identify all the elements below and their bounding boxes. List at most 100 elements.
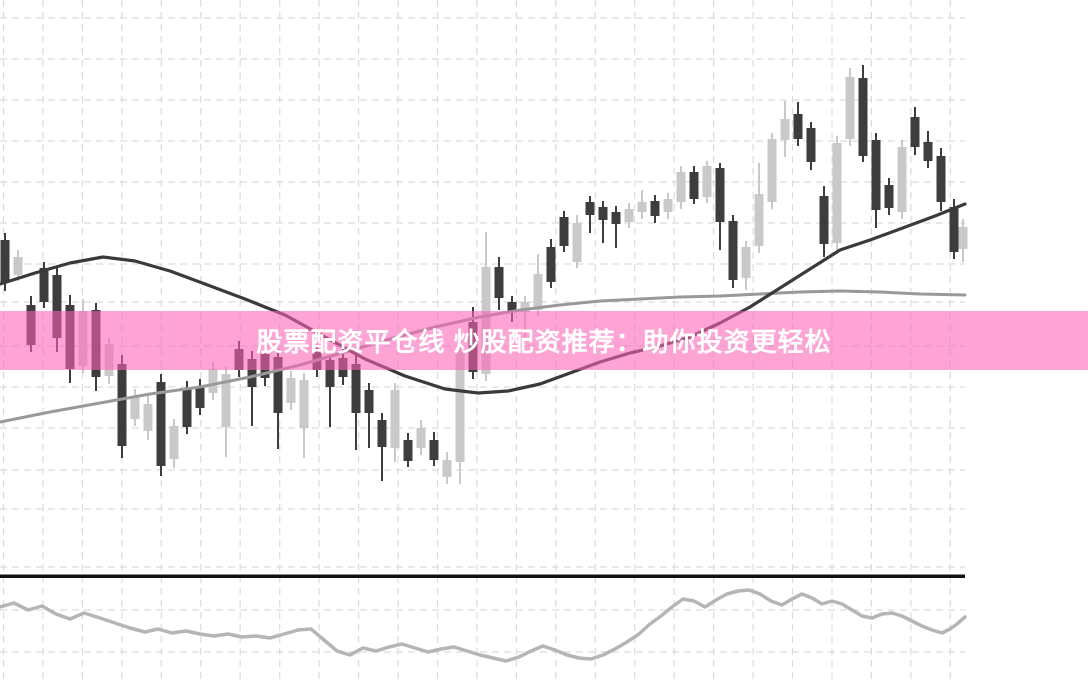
candle-body	[910, 117, 920, 147]
candle	[130, 389, 140, 426]
candle-body	[572, 223, 582, 262]
candle-body	[286, 378, 296, 403]
candle-body	[546, 247, 556, 282]
candle-body	[39, 268, 49, 302]
candle-body	[559, 217, 569, 246]
ma-slow-line	[0, 289, 967, 424]
candle	[728, 215, 738, 288]
candle-body	[780, 119, 790, 140]
candle	[533, 254, 543, 316]
candle	[780, 101, 790, 157]
candle-body	[13, 257, 23, 275]
candle-body	[117, 364, 127, 446]
candle	[494, 257, 504, 310]
candle-body	[741, 247, 751, 278]
candle	[221, 367, 231, 457]
candle-body	[156, 382, 166, 466]
candle-body	[858, 78, 868, 156]
candle	[767, 133, 777, 209]
candle-body	[533, 274, 543, 310]
candle	[702, 161, 712, 203]
candle	[754, 163, 764, 253]
candle-body	[754, 194, 764, 246]
candle-body	[520, 302, 530, 312]
candle-body	[0, 240, 10, 282]
candle	[741, 241, 751, 290]
candle-body	[832, 143, 842, 243]
candle	[247, 351, 257, 426]
candle	[299, 373, 309, 458]
candle-body	[871, 140, 881, 210]
candle-body	[923, 142, 933, 161]
candle-body	[819, 196, 829, 244]
candle	[429, 432, 439, 466]
candle-body	[507, 302, 517, 312]
candle-body	[208, 369, 218, 393]
panel-separator	[0, 574, 965, 578]
candle-body	[130, 397, 140, 419]
candle	[455, 347, 465, 484]
candle-body	[650, 201, 660, 216]
candle	[325, 355, 335, 427]
candle	[624, 203, 634, 228]
candle-body	[585, 202, 595, 215]
candle-body	[637, 202, 647, 212]
candle-body	[416, 428, 426, 448]
candle-body	[195, 387, 205, 408]
candle	[949, 199, 959, 259]
candle-body	[494, 267, 504, 298]
candle-wick	[368, 383, 370, 448]
candle	[156, 374, 166, 476]
candle-body	[351, 364, 361, 413]
candle-body	[676, 172, 686, 202]
candle	[143, 395, 153, 440]
candle-body	[182, 389, 192, 427]
candle-body	[364, 390, 374, 413]
candle	[676, 166, 686, 209]
candle	[715, 163, 725, 250]
candle-body	[377, 420, 387, 447]
banner-title: 股票配资平仓线 炒股配资推荐：助你投资更轻松	[256, 327, 832, 357]
candle	[13, 250, 23, 281]
candle-body	[767, 139, 777, 202]
candle-body	[169, 426, 179, 459]
candle	[442, 452, 452, 484]
candle	[598, 201, 608, 243]
candle-body	[936, 156, 946, 202]
candle	[650, 195, 660, 223]
candle-wick	[602, 201, 604, 243]
candle	[416, 420, 426, 455]
candle-body	[52, 275, 62, 338]
candle-body	[884, 185, 894, 208]
candle	[806, 122, 816, 170]
candle	[507, 296, 517, 322]
candle-body	[390, 390, 400, 448]
candle	[663, 193, 673, 219]
candle	[832, 136, 842, 254]
indicator-line	[0, 588, 967, 663]
candle	[611, 206, 621, 248]
candle-body	[221, 374, 231, 427]
candle	[845, 68, 855, 146]
candle	[559, 211, 569, 252]
candle	[169, 419, 179, 468]
candle-body	[958, 227, 968, 249]
candle	[910, 107, 920, 155]
candle	[936, 148, 946, 211]
candle	[637, 190, 647, 219]
candle	[390, 383, 400, 462]
candle-body	[273, 357, 283, 413]
candle	[351, 355, 361, 450]
candle-body	[429, 440, 439, 460]
candle	[364, 383, 374, 448]
candle	[0, 233, 10, 291]
ma-fast-line	[0, 202, 967, 395]
candle-body	[143, 404, 153, 431]
candle	[182, 381, 192, 434]
candle-body	[897, 147, 907, 212]
candle	[793, 102, 803, 146]
candle	[39, 262, 49, 308]
candle-body	[715, 168, 725, 222]
candle-body	[247, 359, 257, 387]
